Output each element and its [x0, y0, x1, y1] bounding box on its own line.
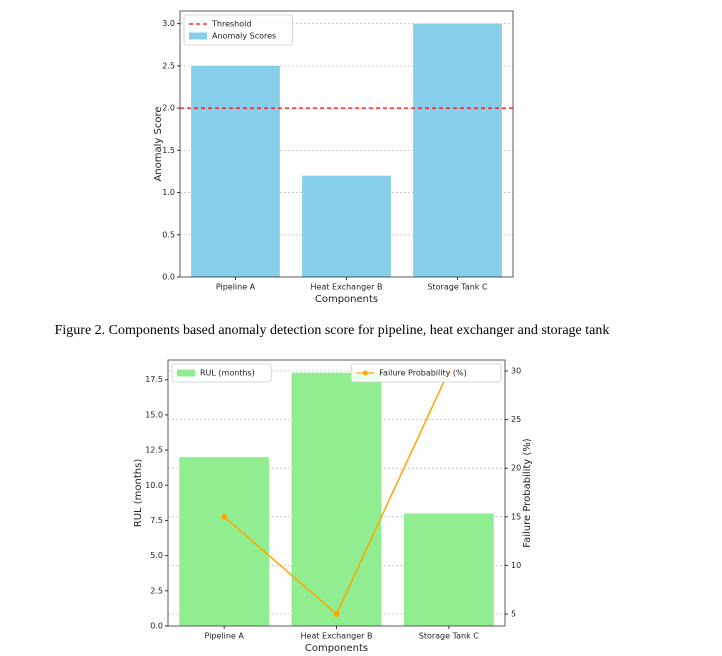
- y-tick-label: 5.0: [150, 551, 163, 560]
- bar: [191, 65, 280, 277]
- legend-box: [350, 363, 502, 383]
- x-axis-label: Components: [315, 294, 378, 305]
- legend-swatch: [189, 32, 207, 40]
- x-tick-label: Storage Tank C: [419, 632, 480, 641]
- y2-tick-label: 10: [511, 561, 521, 570]
- legend-marker: [362, 370, 368, 376]
- legend-label: RUL (months): [200, 369, 255, 378]
- legend-box: [171, 363, 272, 383]
- y-tick-label: 0.0: [150, 622, 163, 631]
- y-tick-label: 2.0: [162, 104, 175, 113]
- y-tick-label: 17.5: [145, 375, 163, 384]
- y2-tick-label: 5: [511, 610, 516, 619]
- line-marker: [333, 611, 340, 618]
- y-tick-label: 0.0: [162, 273, 175, 282]
- line-marker: [221, 513, 228, 520]
- y-tick-label: 15.0: [145, 410, 163, 419]
- y-tick-label: 1.5: [162, 146, 175, 155]
- y-tick-label: 1.0: [162, 188, 175, 197]
- legend-swatch: [177, 369, 195, 377]
- bar: [413, 23, 502, 277]
- x-axis-label: Components: [305, 643, 368, 654]
- x-tick-label: Storage Tank C: [427, 283, 488, 292]
- y-axis-label: RUL (months): [133, 459, 144, 528]
- bar: [179, 457, 270, 626]
- y2-tick-label: 15: [511, 512, 521, 521]
- bar: [302, 175, 391, 277]
- figure-caption: Figure 2. Components based anomaly detec…: [55, 323, 610, 338]
- y-tick-label: 2.5: [150, 586, 163, 595]
- x-tick-label: Pipeline A: [216, 283, 256, 292]
- x-tick-label: Heat Exchanger B: [301, 632, 373, 641]
- bar: [291, 372, 382, 626]
- legend-label: Failure Probability (%): [379, 369, 467, 378]
- y-axis-label: Anomaly Score: [153, 106, 164, 181]
- y-tick-label: 7.5: [150, 516, 163, 525]
- y2-tick-label: 20: [511, 464, 521, 473]
- y2-tick-label: 30: [511, 366, 521, 375]
- y2-axis-label: Failure Probability (%): [522, 438, 533, 548]
- legend-label: Threshold: [211, 20, 251, 29]
- x-tick-label: Pipeline A: [205, 632, 245, 641]
- legend-label: Anomaly Scores: [212, 32, 276, 41]
- y-tick-label: 12.5: [145, 446, 163, 455]
- legend-box: [183, 14, 293, 46]
- y-tick-label: 0.5: [162, 230, 175, 239]
- y2-tick-label: 25: [511, 415, 521, 424]
- bar: [403, 513, 494, 626]
- x-tick-label: Heat Exchanger B: [311, 283, 383, 292]
- y-tick-label: 2.5: [162, 61, 175, 70]
- y-tick-label: 10.0: [145, 481, 163, 490]
- y-tick-label: 3.0: [162, 19, 175, 28]
